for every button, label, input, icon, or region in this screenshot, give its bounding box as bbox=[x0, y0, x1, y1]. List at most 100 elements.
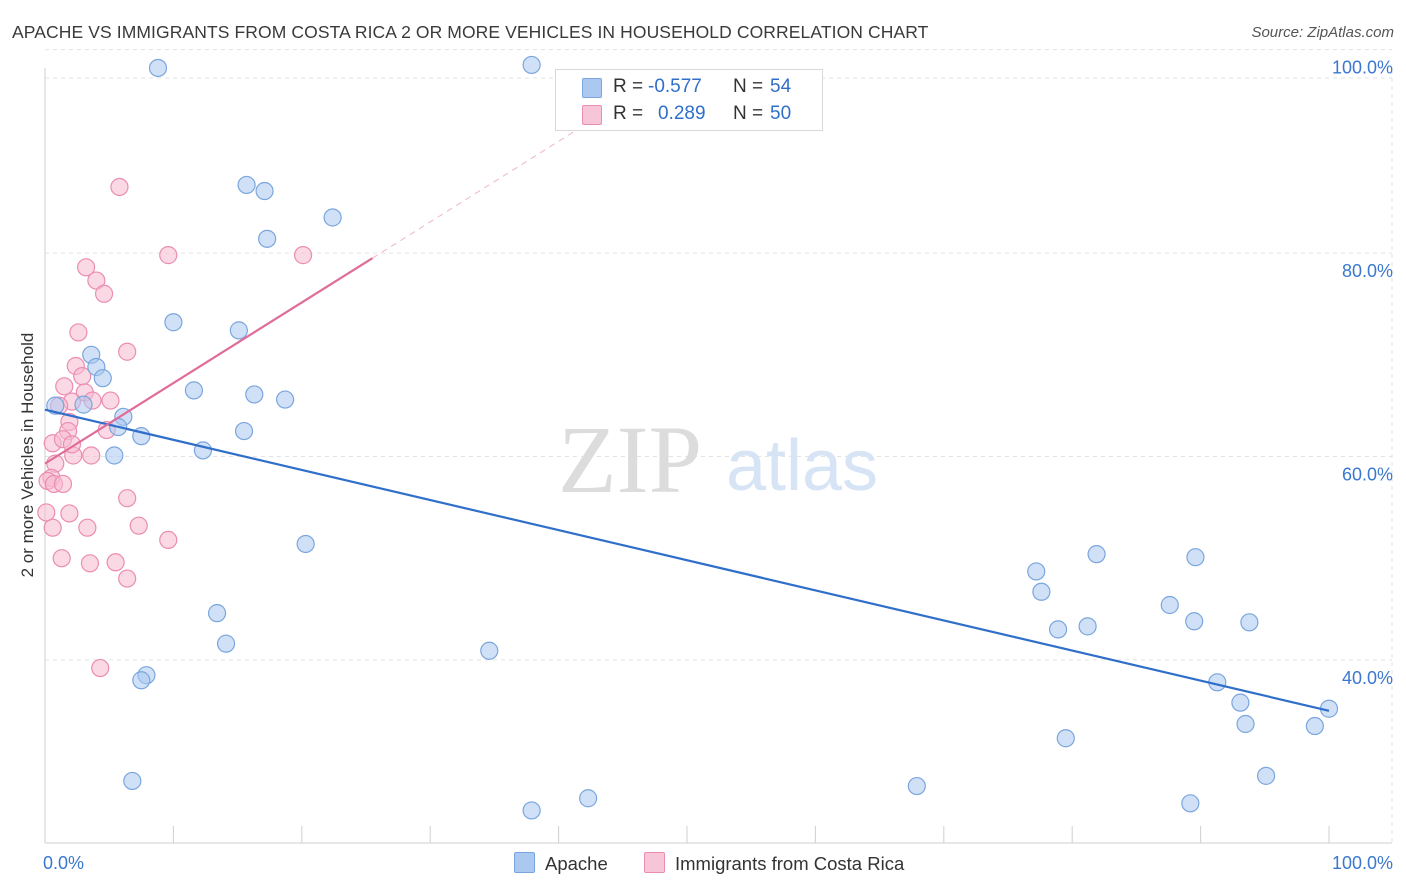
costa-rica-point bbox=[53, 474, 73, 494]
costa-rica-point bbox=[69, 323, 88, 342]
costa-rica-point bbox=[293, 246, 313, 265]
costa-rica-point bbox=[37, 503, 56, 522]
costa-rica-point bbox=[91, 658, 110, 678]
costa-rica-point bbox=[55, 377, 74, 396]
apache-point bbox=[164, 313, 183, 332]
x-tick-label: 0.0% bbox=[43, 853, 84, 873]
apache-point bbox=[229, 321, 248, 340]
costa-rica-point bbox=[106, 553, 125, 572]
y-tick-label: 40.0% bbox=[1342, 668, 1393, 688]
n-value-apache: 54 bbox=[770, 76, 792, 97]
apache-point bbox=[907, 776, 926, 796]
apache-point bbox=[258, 229, 277, 248]
apache-point bbox=[522, 801, 541, 820]
apache-point bbox=[579, 789, 598, 808]
apache-point bbox=[1027, 562, 1046, 581]
r-label: R = bbox=[613, 103, 644, 124]
apache-point bbox=[1032, 582, 1051, 601]
apache-point bbox=[1236, 714, 1255, 734]
apache-point bbox=[1160, 595, 1179, 615]
apache-point bbox=[1056, 729, 1075, 748]
points-layer bbox=[37, 55, 1339, 820]
costa-rica-point bbox=[60, 504, 79, 523]
n-label: N = bbox=[733, 103, 764, 124]
chart-source: Source: ZipAtlas.com bbox=[1251, 24, 1394, 41]
costa-rica-point bbox=[129, 516, 148, 535]
legend-costa-rica-label: Immigrants from Costa Rica bbox=[675, 853, 905, 874]
apache-swatch bbox=[582, 78, 602, 98]
costa-rica-point bbox=[110, 177, 129, 197]
apache-point bbox=[123, 771, 142, 791]
axis-layer bbox=[44, 68, 1392, 844]
costa-rica-point bbox=[94, 284, 114, 303]
costa-rica-point bbox=[118, 489, 137, 508]
apache-point bbox=[296, 534, 315, 554]
legend-costa-rica-swatch bbox=[644, 852, 665, 873]
costa-rica-point bbox=[82, 446, 101, 465]
grid-layer bbox=[45, 49, 1393, 843]
costa-rica-point bbox=[43, 518, 62, 537]
n-label: N = bbox=[733, 76, 764, 97]
apache-point bbox=[1181, 794, 1200, 813]
apache-point bbox=[255, 181, 274, 201]
legend-apache[interactable]: Apache bbox=[514, 852, 608, 875]
costa-rica-point bbox=[76, 258, 96, 277]
apache-point bbox=[480, 641, 499, 660]
apache-point bbox=[1231, 693, 1250, 712]
costa-rica-swatch bbox=[582, 105, 602, 125]
apache-point bbox=[1078, 617, 1097, 636]
r-value-apache: -0.577 bbox=[648, 76, 702, 97]
n-value-costa-rica: 50 bbox=[770, 103, 792, 124]
apache-point bbox=[1256, 766, 1276, 785]
y-tick-label: 100.0% bbox=[1332, 58, 1393, 78]
apache-point bbox=[234, 421, 254, 441]
r-value-costa-rica: 0.289 bbox=[658, 103, 706, 124]
costa-rica-point bbox=[118, 569, 137, 588]
apache-point bbox=[105, 446, 124, 465]
costa-rica-point bbox=[118, 342, 137, 361]
costa-rica-point bbox=[52, 549, 71, 568]
apache-point bbox=[1048, 620, 1068, 639]
legend-costa-rica[interactable]: Immigrants from Costa Rica bbox=[644, 852, 904, 875]
apache-point bbox=[1087, 545, 1106, 564]
apache-point bbox=[46, 396, 65, 415]
legend-apache-swatch bbox=[514, 852, 535, 873]
watermark-zip: ZIP bbox=[558, 406, 702, 513]
stats-box: R = -0.577 N = 54 R = 0.289 N = 50 bbox=[555, 69, 823, 131]
y-axis-label: 2 or more Vehicles in Household bbox=[18, 332, 37, 578]
apache-point bbox=[276, 390, 295, 409]
apache-point bbox=[1305, 716, 1324, 736]
y-tick-label: 60.0% bbox=[1342, 465, 1393, 485]
apache-point bbox=[216, 634, 236, 653]
apache-point bbox=[207, 604, 227, 623]
apache-point bbox=[1185, 612, 1204, 631]
costa-rica-point bbox=[78, 518, 97, 537]
costa-rica-trendline bbox=[44, 257, 374, 465]
watermark: ZIP atlas bbox=[558, 406, 878, 513]
costa-rica-point bbox=[101, 391, 120, 410]
apache-point bbox=[148, 58, 168, 78]
apache-point bbox=[323, 208, 342, 227]
apache-point bbox=[132, 671, 151, 690]
chart-title: APACHE VS IMMIGRANTS FROM COSTA RICA 2 O… bbox=[12, 22, 929, 42]
apache-point bbox=[522, 55, 541, 75]
watermark-atlas: atlas bbox=[726, 426, 878, 506]
stats-row-costa-rica: R = 0.289 N = 50 bbox=[556, 101, 822, 127]
tick-label-layer: 40.0% 60.0% 80.0% 100.0% 0.0% 100.0% bbox=[43, 58, 1393, 873]
x-tick-label: 100.0% bbox=[1332, 853, 1393, 873]
costa-rica-point bbox=[159, 530, 178, 550]
apache-point bbox=[1186, 548, 1205, 567]
apache-point bbox=[245, 385, 264, 404]
apache-point bbox=[237, 175, 256, 195]
apache-point bbox=[1240, 613, 1259, 632]
apache-point bbox=[74, 395, 93, 414]
costa-rica-point bbox=[80, 554, 100, 573]
y-tick-label: 80.0% bbox=[1342, 261, 1393, 281]
stats-row-apache: R = -0.577 N = 54 bbox=[556, 74, 822, 100]
apache-trendline bbox=[44, 408, 1330, 712]
apache-point bbox=[184, 381, 204, 400]
apache-point bbox=[93, 369, 112, 388]
legend-apache-label: Apache bbox=[545, 853, 608, 874]
costa-rica-point bbox=[159, 246, 178, 265]
